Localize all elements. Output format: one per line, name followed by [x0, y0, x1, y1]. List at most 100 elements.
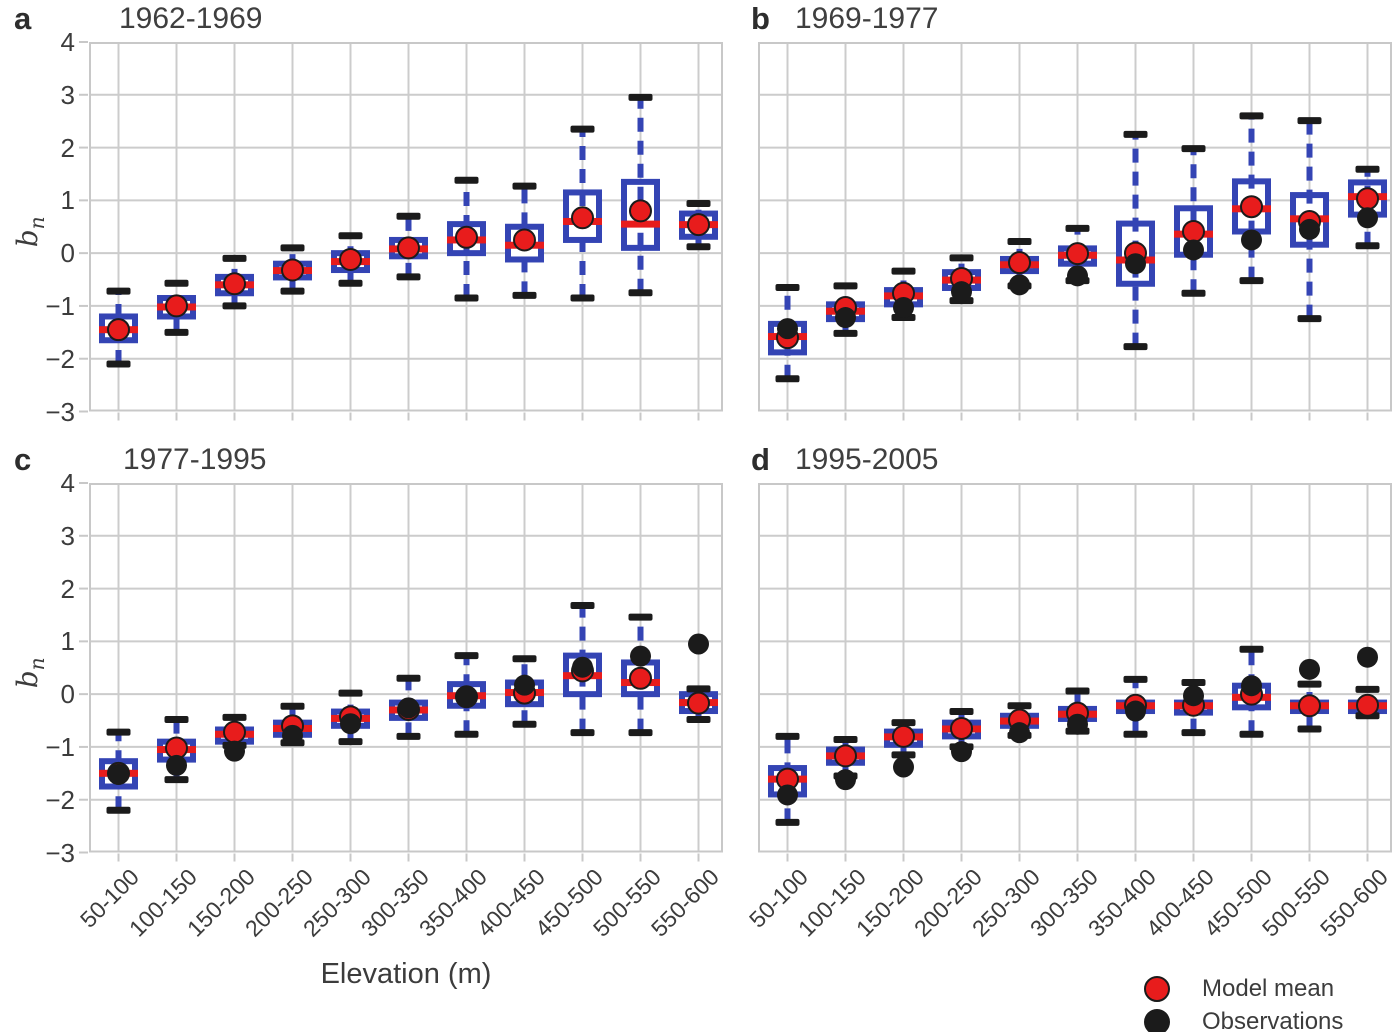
plot-area [758, 42, 1392, 421]
whisker-cap [338, 232, 363, 240]
whisker-cap [891, 719, 916, 727]
boxplot-550-600 [679, 633, 718, 723]
y-tick-label: 2 [60, 573, 75, 604]
whisker-cap [570, 729, 595, 737]
model-mean-point [165, 294, 188, 318]
whisker-cap [1065, 224, 1090, 232]
whisker-cap [1123, 130, 1148, 138]
observation-point [1241, 229, 1262, 251]
whisker-cap [1007, 238, 1032, 246]
whisker-cap [396, 212, 421, 220]
boxplot-50-100 [99, 728, 138, 814]
model-mean-point [107, 318, 130, 342]
whisker-cap [1123, 730, 1148, 738]
whisker-cap [1297, 315, 1322, 323]
plot-frame [89, 483, 723, 853]
whisker-cap [1355, 242, 1380, 250]
whisker-cap [570, 125, 595, 133]
y-tick-label: 4 [60, 27, 75, 57]
boxplot-200-250 [273, 244, 312, 295]
boxplot-200-250 [942, 254, 981, 305]
whisker-cap [1239, 277, 1264, 285]
model-mean-point [223, 272, 246, 296]
boxplot-100-150 [157, 715, 196, 784]
boxplot-550-600 [1348, 646, 1387, 720]
boxplot-450-500 [1232, 645, 1271, 738]
y-tick-label: 1 [60, 185, 75, 216]
plot-area [79, 482, 723, 862]
observation-point [1183, 239, 1204, 261]
observation-point [108, 763, 129, 785]
model-mean-point [1066, 242, 1089, 266]
observation-point [572, 656, 593, 678]
whisker-cap [222, 302, 247, 310]
boxplot-200-250 [942, 708, 981, 763]
boxplot-400-450 [505, 182, 544, 299]
boxplot-50-100 [768, 732, 807, 826]
observation-point [1009, 722, 1030, 744]
panel-letter-a: a [14, 1, 32, 36]
whisker-cap [686, 715, 711, 723]
whisker-cap [1297, 725, 1322, 733]
whisker-cap [164, 776, 189, 784]
whisker-cap [628, 613, 653, 621]
observation-point [893, 756, 914, 778]
model-mean-point [1356, 693, 1379, 717]
y-tick-label: 2 [60, 132, 75, 163]
whisker-cap [338, 738, 363, 746]
panel-title-c: 1977-1995 [123, 443, 267, 476]
whisker-cap [1181, 679, 1206, 687]
observation-point [1357, 646, 1378, 668]
whisker-cap [570, 294, 595, 302]
whisker-cap [1355, 165, 1380, 173]
observation-point [688, 633, 709, 655]
plot-area [758, 483, 1392, 862]
model-mean-point [834, 744, 857, 768]
model-mean-point [629, 199, 652, 223]
model-mean-point [1356, 187, 1379, 211]
whisker-cap [949, 708, 974, 716]
whisker-cap [891, 751, 916, 759]
whisker-cap [106, 287, 131, 295]
boxplot-500-550 [1290, 658, 1329, 733]
observation-point [630, 645, 651, 667]
whisker-cap [1123, 343, 1148, 351]
model-mean-marker-icon [1144, 975, 1170, 1002]
whisker-cap [338, 279, 363, 287]
y-tick-label: −3 [45, 837, 75, 868]
boxplot-50-100 [768, 283, 807, 383]
whisker-cap [106, 806, 131, 814]
observation-point [340, 713, 361, 735]
observation-point [1299, 658, 1320, 680]
boxplot-250-300 [1000, 702, 1039, 744]
whisker-cap [1239, 730, 1264, 738]
observation-point [835, 769, 856, 791]
y-tick-label: −2 [45, 343, 75, 374]
whisker-cap [396, 732, 421, 740]
whisker-cap [1355, 685, 1380, 693]
legend-item-model-mean: Model mean [1144, 972, 1343, 1005]
model-mean-point [687, 691, 710, 715]
plot-frame [89, 42, 723, 412]
boxplot-200-250 [273, 702, 312, 747]
whisker-cap [775, 375, 800, 383]
whisker-cap [164, 328, 189, 336]
whisker-cap [164, 715, 189, 723]
panel-title-a: 1962-1969 [119, 2, 263, 35]
observation-point [777, 318, 798, 340]
whisker-cap [570, 601, 595, 609]
whisker-cap [222, 713, 247, 721]
boxplot-150-200 [884, 719, 923, 778]
panel-plot-a [79, 41, 723, 421]
whisker-cap [454, 294, 479, 302]
whisker-cap [1007, 702, 1032, 710]
observations-marker-icon [1144, 1008, 1170, 1032]
whisker-cap [396, 674, 421, 682]
observation-point [514, 674, 535, 696]
whisker-cap [1123, 675, 1148, 683]
legend-label: Observations [1202, 1007, 1344, 1032]
boxplot-150-200 [884, 267, 923, 322]
model-mean-point [397, 236, 420, 260]
observation-point [1357, 207, 1378, 229]
plot-area [79, 41, 723, 421]
